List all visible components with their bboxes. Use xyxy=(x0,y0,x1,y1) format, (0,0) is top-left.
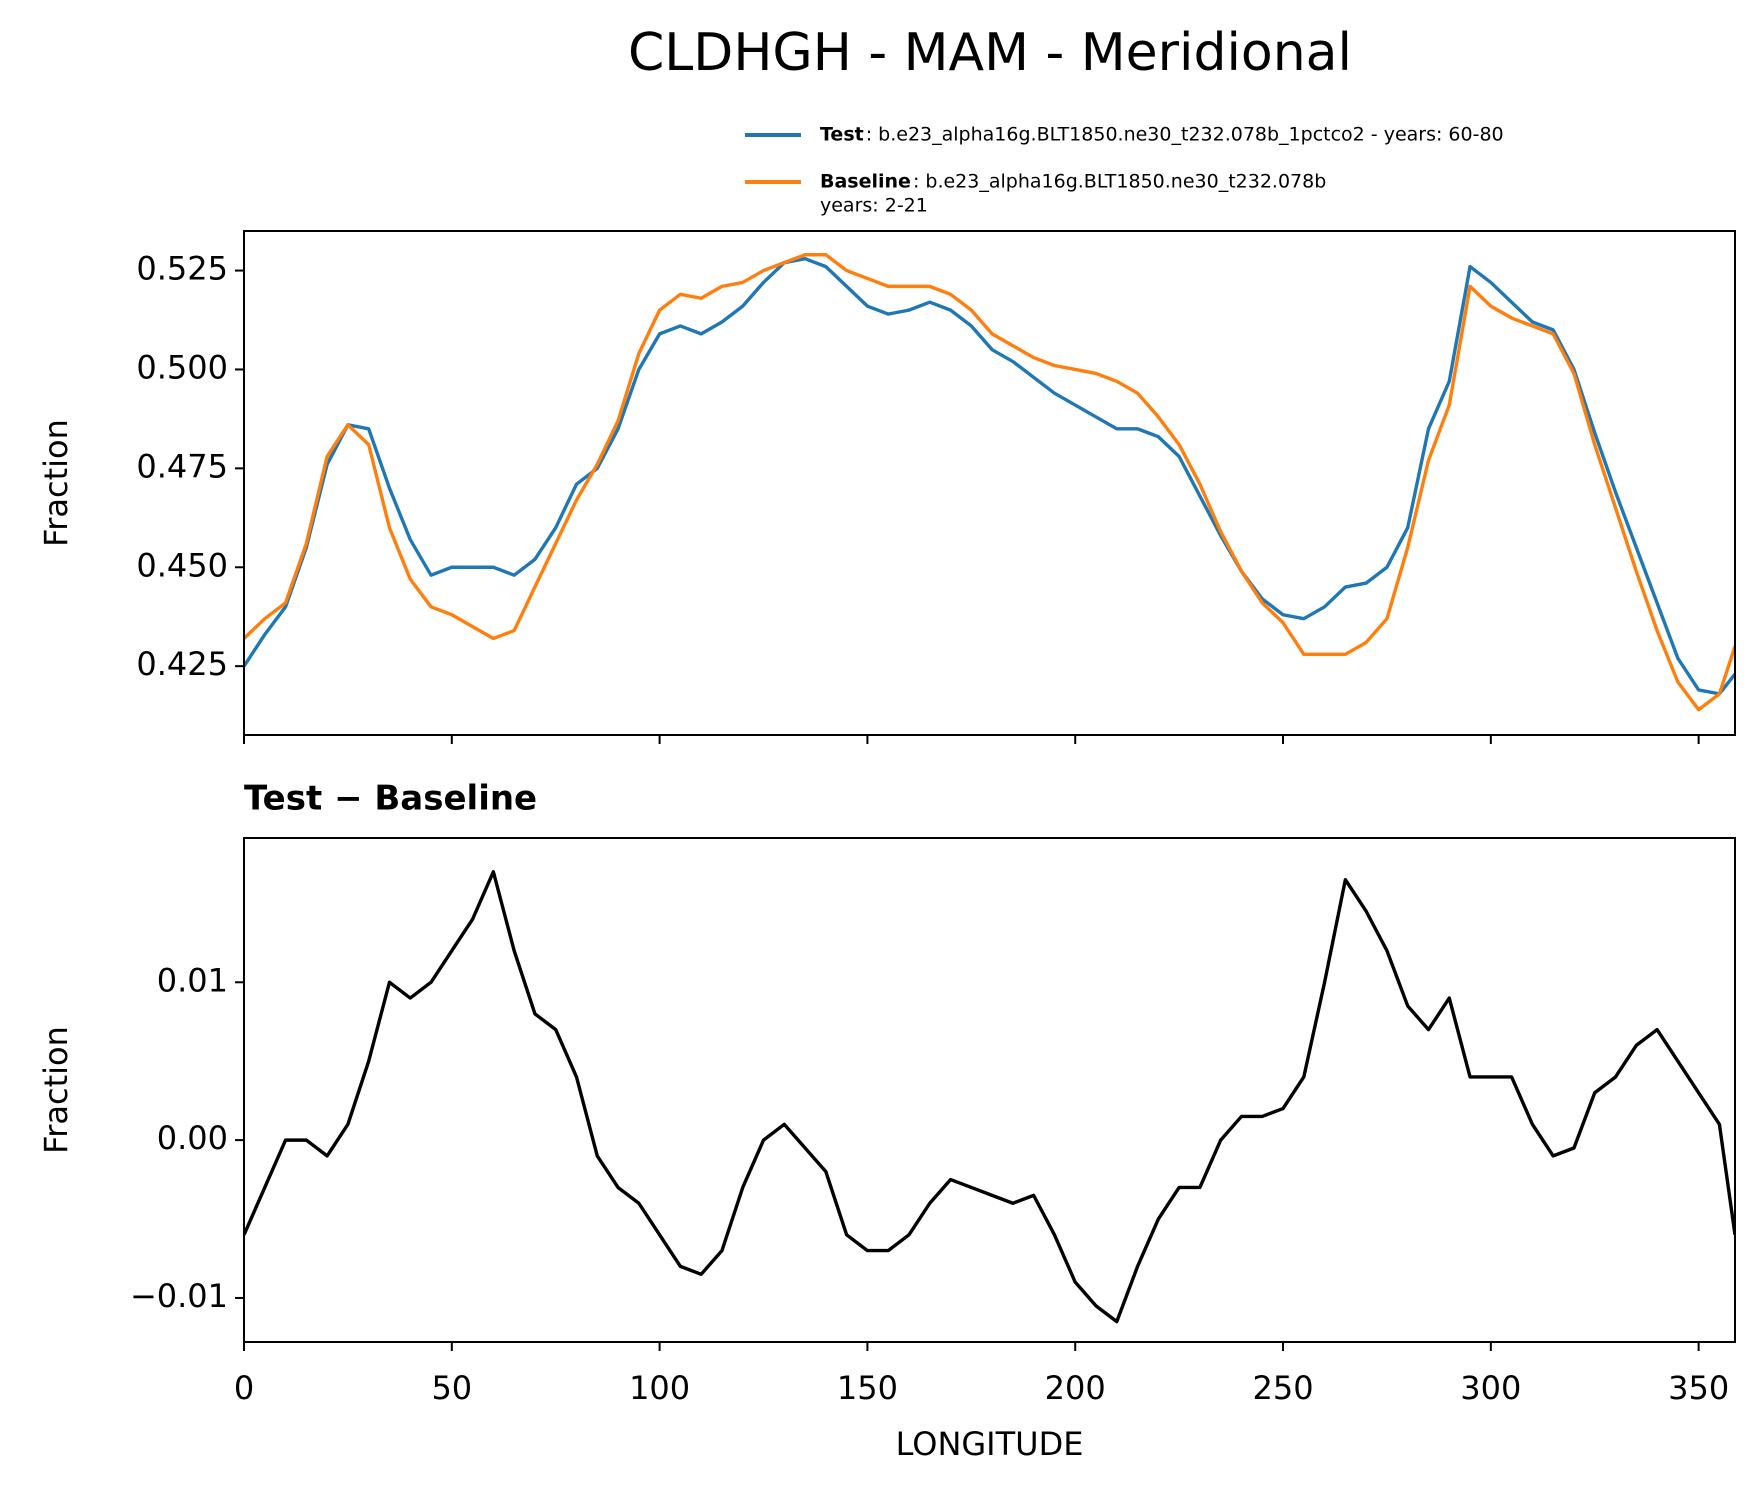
y-axis-label: Fraction xyxy=(37,1026,75,1154)
data-line xyxy=(244,253,1735,712)
legend-label: Test xyxy=(820,124,864,146)
x-tick-label: 150 xyxy=(837,1369,898,1407)
legend-description: : b.e23_alpha16g.BLT1850.ne30_t232.078b_… xyxy=(866,124,1504,146)
y-tick-label: 0.525 xyxy=(136,250,228,288)
plot-frame xyxy=(243,230,1736,736)
x-axis-label: LONGITUDE xyxy=(896,1425,1084,1463)
legend-description: years: 2-21 xyxy=(820,195,928,217)
x-tick-label: 300 xyxy=(1460,1369,1521,1407)
x-tick-label: 50 xyxy=(431,1369,472,1407)
y-tick-label: −0.01 xyxy=(130,1277,228,1315)
data-line xyxy=(244,256,1735,696)
y-tick-label: 0.500 xyxy=(136,348,228,386)
y-axis-label: Fraction xyxy=(37,419,75,547)
data-line xyxy=(244,870,1735,1324)
x-tick-label: 250 xyxy=(1252,1369,1313,1407)
y-tick-label: 0.01 xyxy=(157,961,228,999)
plot-frame xyxy=(243,837,1736,1343)
chart-title: CLDHGH - MAM - Meridional xyxy=(628,23,1352,83)
y-tick-label: 0.450 xyxy=(136,546,228,584)
x-tick-label: 100 xyxy=(629,1369,690,1407)
x-tick-label: 350 xyxy=(1668,1369,1729,1407)
x-tick-label: 0 xyxy=(234,1369,254,1407)
x-tick-label: 200 xyxy=(1045,1369,1106,1407)
legend-label: Baseline xyxy=(820,171,911,193)
y-tick-label: 0.00 xyxy=(157,1119,228,1157)
legend-description: : b.e23_alpha16g.BLT1850.ne30_t232.078b xyxy=(913,171,1326,193)
y-tick-label: 0.425 xyxy=(136,645,228,683)
y-tick-label: 0.475 xyxy=(136,447,228,485)
subplot-title: Test − Baseline xyxy=(244,779,537,819)
